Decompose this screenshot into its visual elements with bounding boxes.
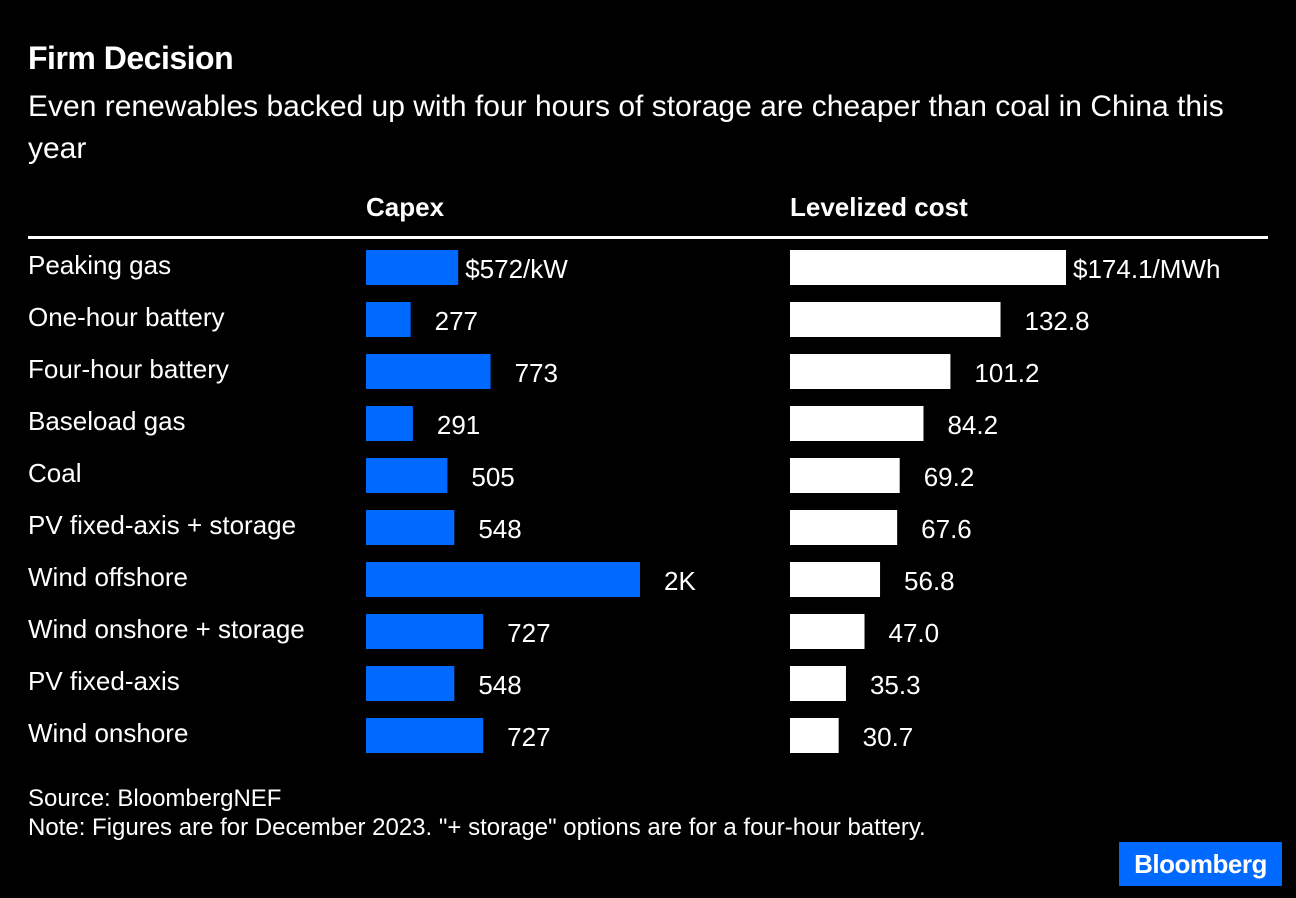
category-label: PV fixed-axis + storage — [28, 510, 296, 540]
category-label: Wind onshore — [28, 718, 188, 748]
capex-value-label: 291 — [437, 410, 480, 440]
levelized-cost-bar — [790, 302, 1001, 337]
levelized-cost-bar — [790, 510, 898, 545]
levelized-cost-value-label: 47.0 — [889, 618, 940, 648]
levelized-cost-bar — [790, 718, 839, 753]
levelized-cost-value-label: 56.8 — [904, 566, 955, 596]
levelized-cost-bar — [790, 354, 951, 389]
capex-bar — [366, 302, 411, 337]
category-label: Wind onshore + storage — [28, 614, 305, 644]
levelized-cost-value-label: 69.2 — [924, 462, 975, 492]
levelized-cost-value-label: 35.3 — [870, 670, 921, 700]
capex-bar — [366, 406, 413, 441]
levelized-cost-bar — [790, 458, 900, 493]
levelized-cost-value-label: 67.6 — [921, 514, 972, 544]
category-label: PV fixed-axis — [28, 666, 180, 696]
capex-bar — [366, 250, 459, 285]
capex-value-label: 727 — [507, 618, 550, 648]
capex-value-label: 773 — [515, 358, 558, 388]
levelized-cost-value-label: 132.8 — [1025, 306, 1090, 336]
levelized-cost-bar — [790, 250, 1066, 285]
capex-value-label: 2K — [664, 566, 696, 596]
capex-value-label: 277 — [435, 306, 478, 336]
levelized-cost-value-label: 84.2 — [947, 410, 998, 440]
levelized-cost-bar — [790, 666, 846, 701]
capex-bar — [366, 718, 484, 753]
capex-value-label: $572/kW — [465, 254, 568, 284]
capex-bar — [366, 510, 455, 545]
bloomberg-logo: Bloomberg — [1119, 842, 1282, 886]
category-label: Peaking gas — [28, 250, 171, 280]
chart-subtitle: Even renewables backed up with four hour… — [28, 90, 1224, 165]
figure-note: Note: Figures are for December 2023. "+ … — [28, 814, 926, 841]
capex-column-header: Capex — [366, 192, 445, 222]
capex-bar — [366, 562, 640, 597]
category-label: Coal — [28, 458, 81, 488]
capex-value-label: 727 — [507, 722, 550, 752]
header-rule — [28, 236, 1268, 239]
capex-value-label: 548 — [478, 514, 521, 544]
category-label: Baseload gas — [28, 406, 186, 436]
levelized-cost-bar — [790, 406, 924, 441]
capex-bar — [366, 666, 455, 701]
chart-title: Firm Decision — [28, 40, 234, 76]
capex-bar — [366, 458, 448, 493]
levelized-cost-value-label: 101.2 — [974, 358, 1039, 388]
levelized-cost-bar — [790, 562, 881, 597]
category-label: One-hour battery — [28, 302, 225, 332]
levelized-cost-column-header: Levelized cost — [790, 192, 968, 222]
footer: Source: BloombergNEF Note: Figures are f… — [28, 784, 988, 842]
capex-value-label: 505 — [471, 462, 514, 492]
levelized-cost-value-label: 30.7 — [863, 722, 914, 752]
capex-bar — [366, 354, 491, 389]
levelized-cost-value-label: $174.1/MWh — [1073, 254, 1220, 284]
capex-bar — [366, 614, 484, 649]
capex-value-label: 548 — [478, 670, 521, 700]
source-note: Source: BloombergNEF — [28, 785, 282, 812]
category-label: Wind offshore — [28, 562, 188, 592]
category-label: Four-hour battery — [28, 354, 229, 384]
levelized-cost-bar — [790, 614, 865, 649]
